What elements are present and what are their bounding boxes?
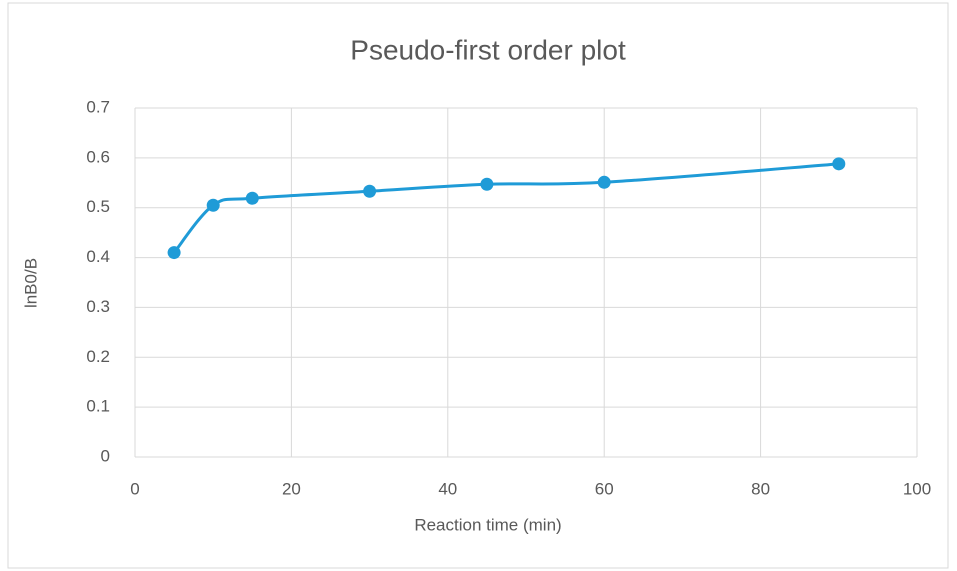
y-axis-title: lnB0/B — [21, 258, 40, 308]
y-tick-label: 0.2 — [86, 347, 110, 366]
data-point — [480, 177, 494, 191]
data-line — [172, 162, 839, 254]
data-point — [167, 246, 181, 260]
x-tick-label: 60 — [595, 479, 614, 498]
x-tick-label: 0 — [130, 479, 139, 498]
data-point — [245, 191, 259, 205]
x-tick-label: 40 — [438, 479, 457, 498]
y-tick-label: 0.3 — [86, 297, 110, 316]
data-point — [832, 157, 846, 171]
y-tick-label: 0.6 — [86, 147, 110, 166]
y-tick-label: 0.7 — [86, 97, 110, 116]
data-point — [597, 175, 611, 189]
x-tick-label: 100 — [903, 479, 931, 498]
y-tick-label: 0.5 — [86, 197, 110, 216]
data-point — [363, 184, 377, 198]
chart-title: Pseudo-first order plot — [350, 34, 626, 65]
x-tick-label: 20 — [282, 479, 301, 498]
x-tick-label: 80 — [751, 479, 770, 498]
x-axis-title: Reaction time (min) — [414, 515, 561, 534]
y-tick-label: 0 — [101, 446, 110, 465]
data-point — [206, 198, 220, 212]
y-tick-label: 0.4 — [86, 247, 110, 266]
y-tick-label: 0.1 — [86, 397, 110, 416]
chart-frame — [7, 2, 949, 569]
